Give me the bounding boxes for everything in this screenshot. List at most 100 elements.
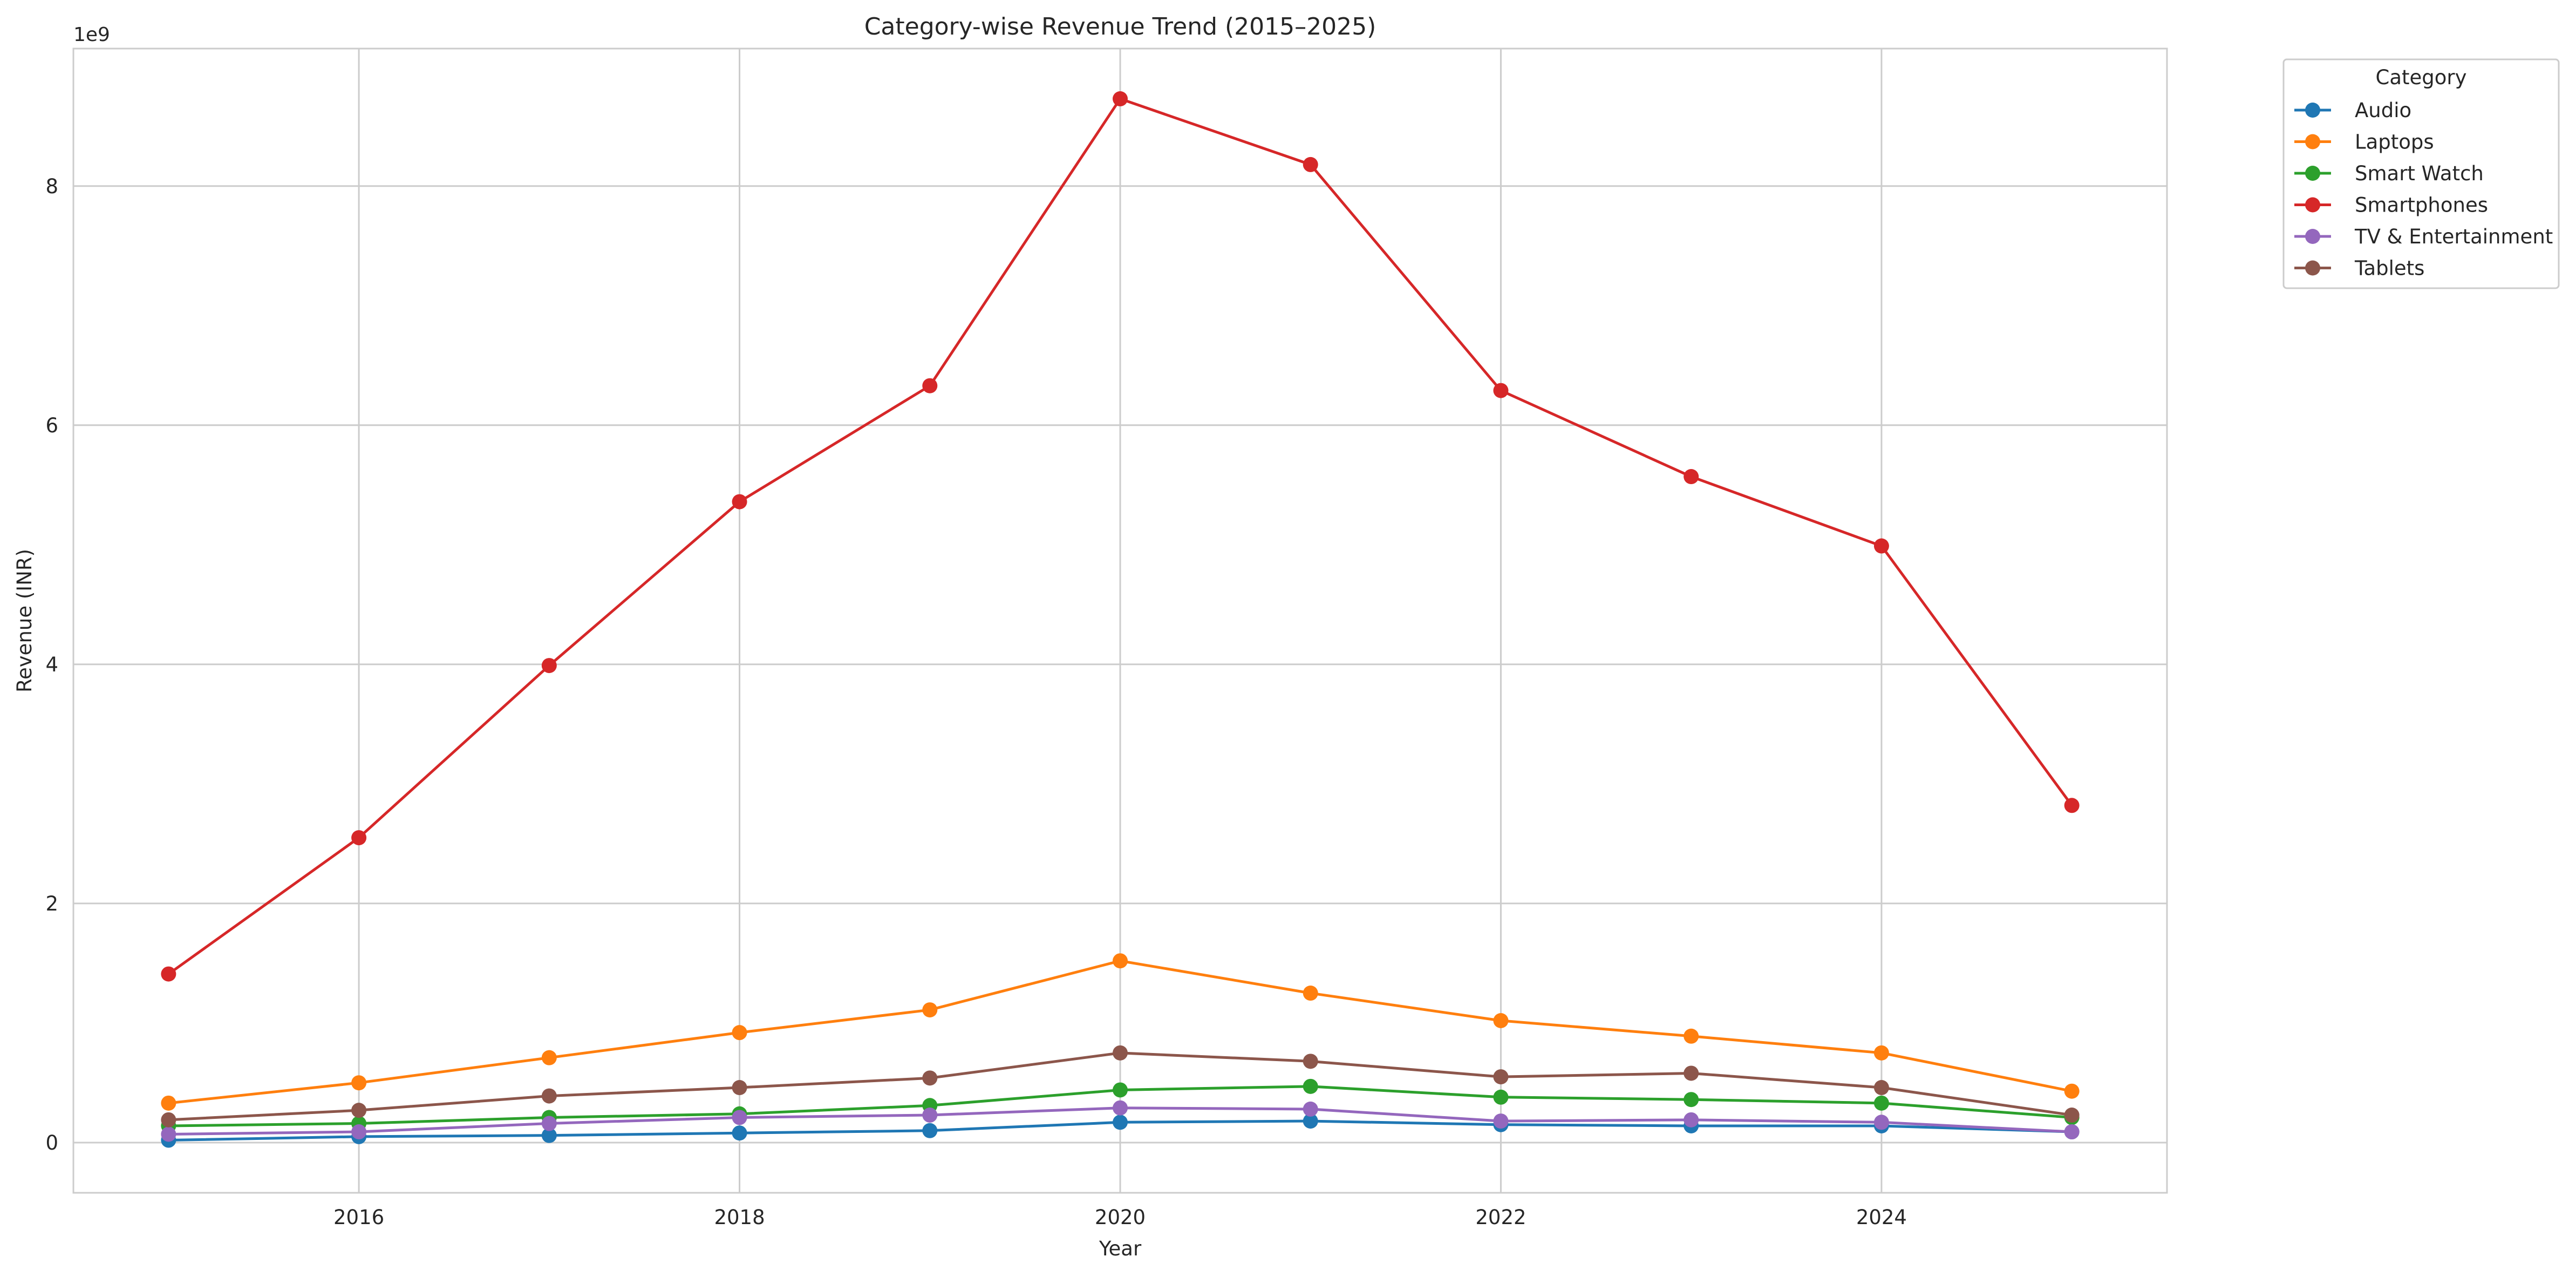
data-point-smart-watch	[1684, 1092, 1699, 1108]
data-point-smartphones	[161, 966, 176, 982]
axes: 2016 2018 2020 2022 2024 0 2 4 6 8	[45, 175, 1907, 1229]
data-point-smartphones	[922, 378, 938, 393]
data-point-audio	[732, 1125, 747, 1141]
x-tick-label: 2024	[1856, 1206, 1907, 1229]
x-tick-label: 2022	[1475, 1206, 1526, 1229]
data-point-tv-entertainment	[2064, 1124, 2080, 1140]
legend-marker-smartphones	[2305, 197, 2320, 213]
legend-item-smart-watch: Smart Watch	[2294, 162, 2484, 185]
legend-item-smartphones: Smartphones	[2294, 194, 2488, 217]
data-point-tablets	[922, 1070, 938, 1086]
data-point-tv-entertainment	[732, 1110, 747, 1125]
y-tick-label: 2	[45, 892, 58, 915]
data-point-smartphones	[1493, 383, 1509, 398]
legend-label-tv-entertainment: TV & Entertainment	[2354, 225, 2553, 248]
legend-marker-smart-watch	[2305, 166, 2320, 181]
legend-label-smart-watch: Smart Watch	[2355, 162, 2484, 185]
data-point-laptops	[1493, 1013, 1509, 1029]
data-point-tv-entertainment	[922, 1108, 938, 1123]
data-point-smartphones	[1113, 91, 1128, 107]
series-laptops	[161, 953, 2080, 1111]
data-point-laptops	[732, 1025, 747, 1041]
plot-frame	[72, 47, 2168, 1194]
data-point-tv-entertainment	[1493, 1113, 1509, 1129]
data-point-smartphones	[541, 658, 557, 674]
data-point-tv-entertainment	[1303, 1101, 1318, 1117]
legend-label-laptops: Laptops	[2355, 131, 2434, 154]
data-point-tv-entertainment	[541, 1116, 557, 1131]
series-tv-entertainment	[161, 1100, 2080, 1142]
data-point-laptops	[161, 1095, 176, 1111]
legend-label-tablets: Tablets	[2354, 257, 2424, 280]
data-point-tablets	[1303, 1054, 1318, 1069]
data-point-laptops	[1303, 986, 1318, 1001]
legend-marker-audio	[2305, 103, 2320, 118]
data-point-smart-watch	[1873, 1095, 1889, 1111]
legend-marker-tablets	[2305, 260, 2320, 276]
data-point-tablets	[732, 1080, 747, 1096]
data-point-smartphones	[2064, 798, 2080, 813]
data-point-audio	[1303, 1113, 1318, 1129]
data-point-tablets	[2064, 1108, 2080, 1123]
data-point-smartphones	[351, 830, 367, 846]
series-tablets	[161, 1045, 2080, 1127]
data-point-smart-watch	[1303, 1078, 1318, 1094]
y-tick-label: 8	[45, 175, 58, 198]
x-axis-label: Year	[1099, 1237, 1142, 1260]
data-point-tv-entertainment	[1684, 1112, 1699, 1127]
y-axis-offset-label: 1e9	[73, 24, 110, 46]
chart-title: Category-wise Revenue Trend (2015–2025)	[864, 13, 1376, 40]
data-point-audio	[1113, 1115, 1128, 1130]
legend-label-audio: Audio	[2355, 99, 2411, 122]
legend: Category Audio Laptops Smart Watch Smartpho…	[2282, 58, 2560, 289]
data-point-tv-entertainment	[1113, 1100, 1128, 1116]
data-point-laptops	[2064, 1083, 2080, 1099]
legend-item-tv-entertainment: TV & Entertainment	[2294, 225, 2553, 248]
data-point-smartphones	[1873, 538, 1889, 554]
data-point-tablets	[351, 1103, 367, 1118]
data-point-tablets	[161, 1112, 176, 1127]
data-point-tablets	[1873, 1080, 1889, 1096]
data-point-laptops	[922, 1002, 938, 1018]
data-point-tv-entertainment	[1873, 1115, 1889, 1130]
data-point-tablets	[541, 1088, 557, 1104]
y-axis-label: Revenue (INR)	[13, 549, 36, 692]
y-tick-label: 0	[45, 1131, 58, 1154]
data-point-tablets	[1684, 1065, 1699, 1081]
data-point-smartphones	[1303, 157, 1318, 172]
data-point-tablets	[1113, 1045, 1128, 1061]
data-point-smartphones	[732, 494, 747, 510]
data-point-tablets	[1493, 1069, 1509, 1085]
x-tick-label: 2016	[333, 1206, 384, 1229]
legend-item-laptops: Laptops	[2294, 131, 2434, 154]
data-point-laptops	[1113, 953, 1128, 969]
data-point-audio	[922, 1123, 938, 1138]
data-point-audio	[541, 1127, 557, 1143]
legend-box	[2282, 58, 2560, 289]
legend-item-tablets: Tablets	[2294, 257, 2424, 280]
x-tick-label: 2018	[714, 1206, 765, 1229]
x-tick-label: 2020	[1095, 1206, 1146, 1229]
data-point-laptops	[1873, 1045, 1889, 1061]
data-point-tv-entertainment	[161, 1126, 176, 1142]
legend-item-audio: Audio	[2294, 99, 2411, 122]
grid	[73, 49, 2167, 1193]
data-point-smart-watch	[1113, 1082, 1128, 1098]
data-point-laptops	[541, 1050, 557, 1065]
y-tick-label: 6	[45, 414, 58, 437]
legend-marker-tv-entertainment	[2305, 229, 2320, 244]
data-point-smartphones	[1684, 469, 1699, 485]
data-point-tv-entertainment	[351, 1124, 367, 1140]
y-tick-label: 4	[45, 653, 58, 676]
series-layer	[161, 91, 2080, 1148]
series-smartphones	[161, 91, 2080, 982]
data-point-smart-watch	[1493, 1089, 1509, 1105]
legend-title: Category	[2375, 66, 2466, 89]
legend-label-smartphones: Smartphones	[2355, 194, 2488, 217]
legend-marker-laptops	[2305, 134, 2320, 150]
data-point-laptops	[1684, 1028, 1699, 1044]
legend-items: Audio Laptops Smart Watch Smartphones TV & E…	[2294, 99, 2553, 280]
data-point-laptops	[351, 1075, 367, 1091]
